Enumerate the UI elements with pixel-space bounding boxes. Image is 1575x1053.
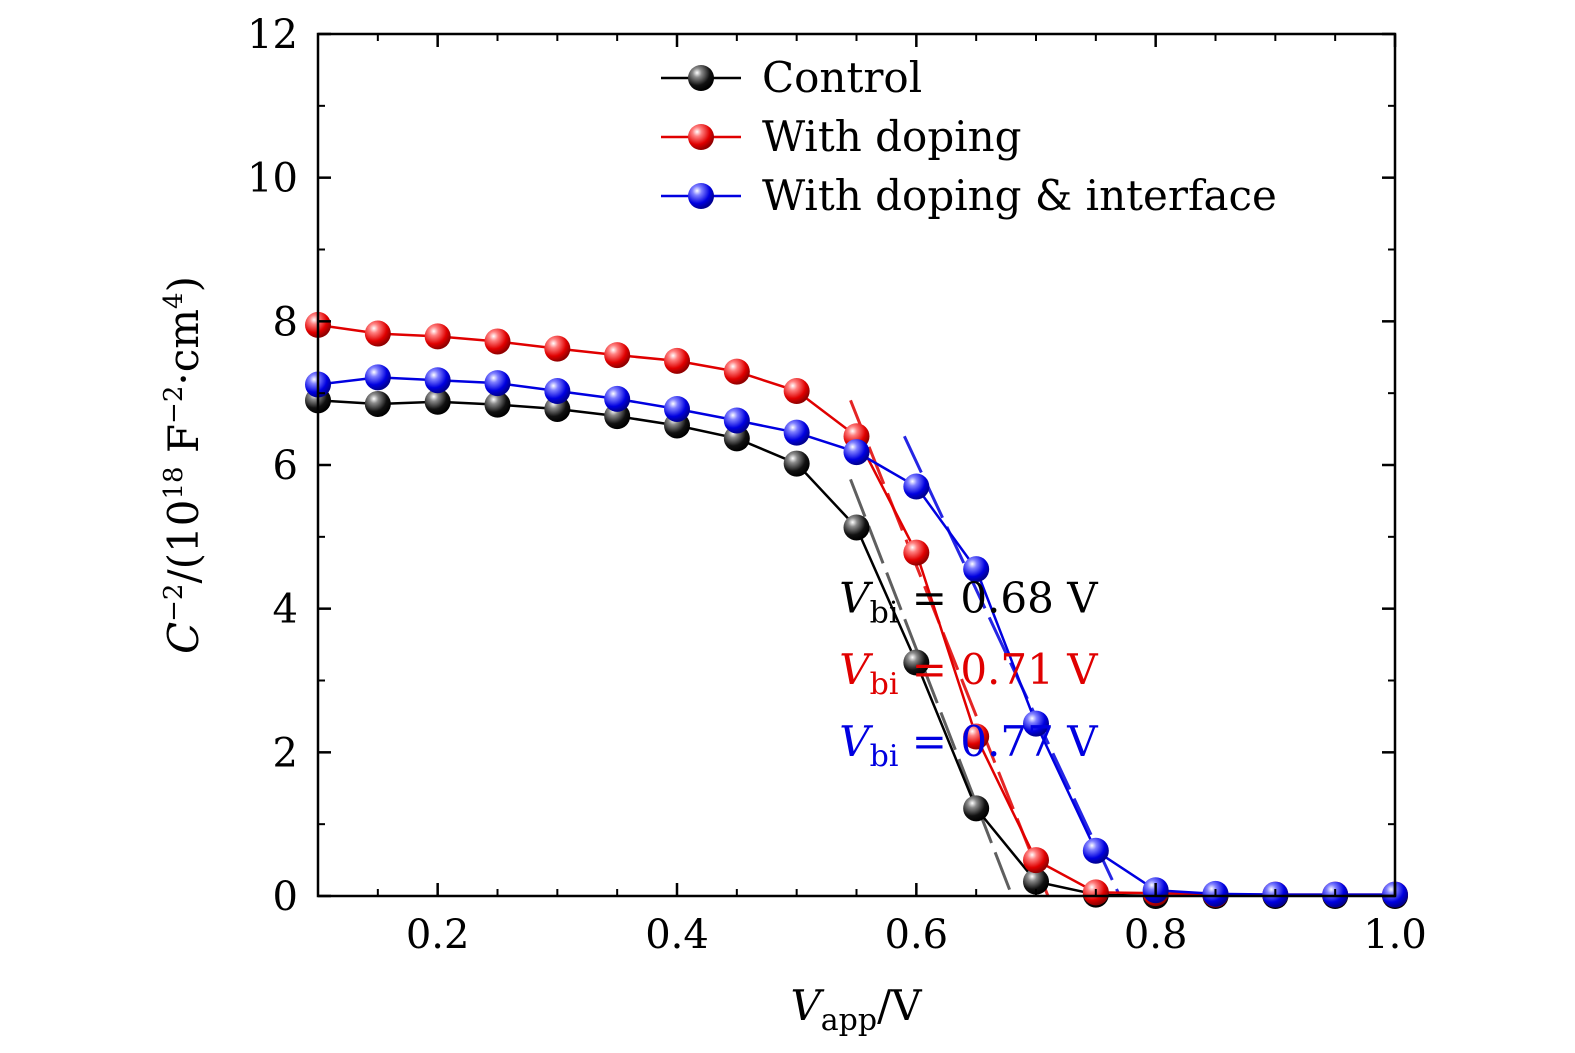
fit-line: [849, 399, 1050, 896]
legend-item-control: Control: [661, 53, 922, 102]
fit-lines: [849, 399, 1122, 896]
y-axis-title-sup4: 4: [159, 292, 189, 309]
vbi-annotation-sub: bi: [870, 739, 899, 774]
y-axis-title-mid3: ·cm: [159, 309, 208, 386]
data-point: [843, 439, 870, 466]
vbi-annotation-sub: bi: [870, 595, 899, 630]
series-markers: [305, 311, 1408, 909]
data-point: [544, 395, 571, 422]
data-point: [544, 335, 571, 362]
data-point: [364, 364, 391, 391]
data-point: [1023, 868, 1049, 895]
x-axis-title-sub: app: [821, 1003, 877, 1038]
legend-marker-with-doping: [688, 124, 714, 150]
vbi-annotation-main: V: [839, 645, 873, 694]
data-point: [1082, 837, 1109, 864]
y-tick-label: 8: [273, 299, 298, 345]
vbi-annotation-value: = 0.77 V: [898, 717, 1098, 766]
x-axis-title: Vapp/V: [790, 981, 922, 1038]
data-point: [364, 320, 391, 347]
data-point: [484, 370, 511, 397]
legend-marker-control: [688, 65, 714, 91]
x-tick-label: 1.0: [1363, 912, 1427, 958]
x-axis-title-main: V: [790, 981, 824, 1030]
data-point: [664, 395, 690, 422]
plot-area: 0.2 0.4 0.6 0.8 1.0 0 2 4 6 8 10 12: [247, 12, 1427, 958]
vbi-annotation: Vbi = 0.71 V: [839, 645, 1098, 702]
data-point: [723, 407, 750, 434]
data-point: [664, 347, 690, 374]
x-ticks: 0.2 0.4 0.6 0.8 1.0: [376, 34, 1427, 958]
data-point: [484, 391, 511, 418]
data-point: [903, 539, 930, 566]
fit-line: [849, 478, 1014, 896]
vbi-annotation-value: = 0.68 V: [898, 573, 1098, 622]
y-tick-label: 6: [273, 443, 298, 489]
x-tick-label: 0.4: [645, 912, 709, 958]
y-tick-label: 12: [247, 12, 298, 58]
data-point: [783, 378, 810, 405]
data-point: [424, 323, 451, 350]
fit-line: [903, 435, 1122, 896]
vbi-annotation-main: V: [839, 717, 873, 766]
y-axis-title-sup1: −2: [159, 584, 189, 622]
y-tick-label: 10: [247, 156, 298, 202]
y-axis-title-mid: /(10: [159, 500, 208, 584]
data-point: [963, 556, 990, 583]
y-axis-title-sup2: 18: [159, 466, 189, 499]
legend: Control With doping With doping & interf…: [661, 53, 1277, 220]
y-axis-title-mid2: F: [159, 424, 208, 467]
y-ticks: 0 2 4 6 8 10 12: [247, 12, 1395, 920]
legend-item-with-doping: With doping: [661, 112, 1022, 161]
x-tick-label: 0.8: [1124, 912, 1188, 958]
data-point: [424, 388, 451, 415]
data-point: [843, 514, 870, 541]
y-axis-title-sup3: −2: [159, 386, 189, 424]
data-point: [783, 419, 810, 446]
data-point: [903, 649, 930, 676]
vbi-annotation-sub: bi: [870, 667, 899, 702]
data-point: [963, 795, 990, 822]
vbi-annotation-main: V: [839, 573, 873, 622]
data-point: [963, 723, 990, 750]
data-point: [903, 473, 930, 500]
data-point: [1023, 847, 1049, 874]
data-point: [424, 367, 451, 394]
x-tick-label: 0.6: [885, 912, 949, 958]
legend-label-control: Control: [762, 53, 922, 102]
data-point: [783, 450, 810, 477]
y-tick-label: 2: [273, 730, 298, 776]
y-axis-title: C−2/(1018 F−2·cm4): [159, 276, 208, 654]
vbi-annotation: Vbi = 0.77 V: [839, 717, 1098, 774]
legend-marker-with-doping-interface: [688, 183, 714, 209]
data-point: [544, 378, 571, 405]
data-point: [604, 342, 631, 369]
data-point: [1023, 710, 1049, 737]
y-tick-label: 4: [273, 587, 298, 633]
data-point: [484, 328, 511, 355]
y-axis-title-end: ): [159, 276, 208, 292]
legend-item-with-doping-interface: With doping & interface: [661, 171, 1277, 220]
y-tick-label: 0: [273, 874, 298, 920]
data-point: [723, 425, 750, 452]
x-axis-title-rest: /V: [877, 981, 922, 1030]
legend-label-with-doping-interface: With doping & interface: [762, 171, 1277, 220]
vbi-annotation-value: = 0.71 V: [898, 645, 1098, 694]
vbi-annotation: Vbi = 0.68 V: [839, 573, 1098, 630]
data-point: [604, 385, 631, 412]
x-tick-label: 0.2: [406, 912, 470, 958]
y-axis-title-main: C: [159, 622, 208, 654]
data-point: [364, 390, 391, 417]
legend-label-with-doping: With doping: [762, 112, 1022, 161]
data-point: [723, 358, 750, 385]
